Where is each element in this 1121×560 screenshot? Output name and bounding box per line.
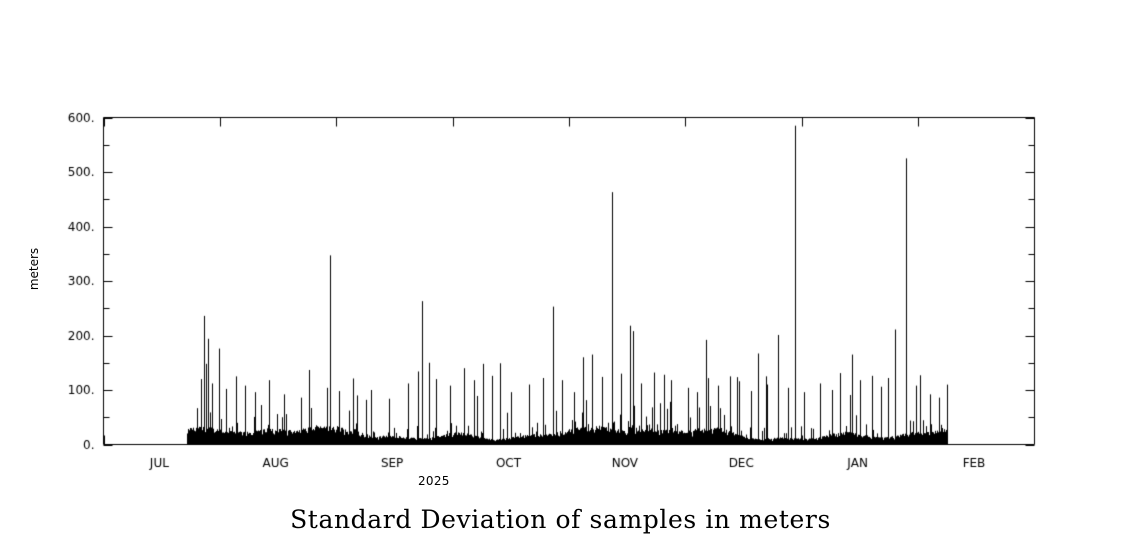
x-axis-title: 2025 (418, 474, 450, 488)
y-axis-title: meters (27, 247, 41, 291)
figure-caption: Standard Deviation of samples in meters (290, 505, 831, 534)
